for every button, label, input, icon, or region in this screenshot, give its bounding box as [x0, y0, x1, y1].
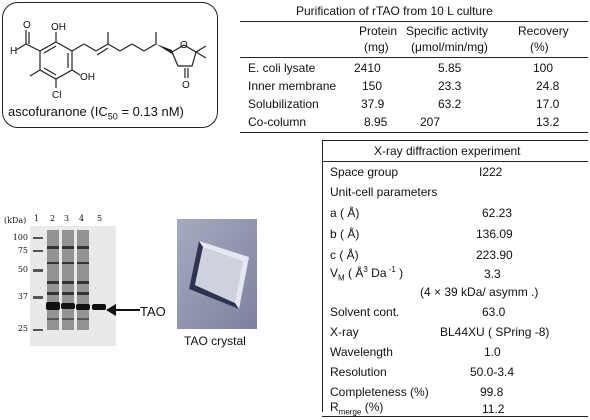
- xray-label: Solvent cont.: [330, 305, 400, 319]
- xray-value: I222: [479, 165, 503, 179]
- atom-o-aldehyde: O: [23, 20, 31, 31]
- row-label: Co-column: [248, 115, 307, 129]
- tao-arrow-icon: [106, 304, 140, 316]
- xray-value: 50.0-3.4: [470, 365, 515, 379]
- xray-value: 99.8: [480, 385, 504, 399]
- xray-value: 223.90: [476, 248, 513, 262]
- kda-marker: 100: [12, 233, 28, 242]
- xray-label: Resolution: [330, 365, 387, 379]
- structure-panel: [2, 2, 218, 128]
- atom-oh-bottom: OH: [80, 72, 95, 83]
- row-recovery: 24.8: [536, 79, 560, 93]
- xray-value: 11.2: [482, 402, 505, 416]
- row-protein: 150: [362, 79, 383, 93]
- header-protein-unit: (mg): [364, 40, 389, 54]
- lane-label: 4: [79, 214, 85, 223]
- xray-label: c ( Å): [330, 248, 359, 262]
- header-protein: Protein: [359, 24, 398, 38]
- kda-marker: 37: [17, 292, 28, 301]
- xray-label: Completeness (%): [330, 385, 429, 399]
- xray-label-rmerge: Rmerge (%): [330, 400, 384, 417]
- row-protein: 37.9: [361, 97, 385, 111]
- row-recovery: 13.2: [536, 115, 560, 129]
- purification-title: Purification of rTAO from 10 L culture: [296, 4, 493, 18]
- row-label: Inner membrane: [248, 79, 337, 93]
- xray-value: 1.0: [484, 345, 501, 359]
- header-activity: Specific activity: [406, 24, 489, 38]
- row-recovery: 17.0: [536, 97, 560, 111]
- tao-crystal-photo: [177, 219, 257, 329]
- xray-value: 136.09: [476, 227, 513, 241]
- xray-label: b ( Å): [330, 227, 360, 241]
- lane-label: 2: [50, 214, 56, 223]
- row-protein: 2410: [354, 61, 381, 75]
- xray-label: a ( Å): [330, 206, 360, 220]
- lane-label: 1: [34, 214, 40, 223]
- structure-caption: ascofuranone (IC50 = 0.13 nM): [8, 104, 184, 122]
- xray-title: X-ray diffraction experiment: [374, 144, 521, 158]
- atom-o-ketone: O: [182, 80, 190, 91]
- xray-value: 62.23: [482, 206, 513, 220]
- row-recovery: 100: [533, 61, 554, 75]
- xray-label: Wavelength: [330, 345, 393, 359]
- xray-value: 63.0: [482, 305, 506, 319]
- row-label: Solubilization: [248, 97, 319, 111]
- tao-band-label: TAO: [140, 304, 166, 319]
- atom-cl: Cl: [52, 90, 61, 101]
- header-recovery-unit: (%): [530, 40, 549, 54]
- xray-value: (4 × 39 kDa/ asymm .): [420, 285, 539, 299]
- lane-label: 3: [64, 214, 70, 223]
- row-activity: 63.2: [438, 97, 462, 111]
- xray-label: Unit-cell parameters: [330, 185, 438, 199]
- row-activity: 207: [420, 115, 441, 129]
- atom-h: H: [10, 46, 17, 57]
- benzene-ring: [39, 41, 73, 80]
- ascofuranone-structure: H O OH OH Cl O O: [10, 20, 207, 101]
- header-activity-unit: (μmol/min/mg): [411, 40, 488, 54]
- row-activity: 23.3: [438, 79, 462, 93]
- kda-marker: 25: [17, 324, 28, 333]
- crystal-caption: TAO crystal: [184, 334, 246, 348]
- kda-marker: 50: [17, 265, 28, 274]
- row-label: E. coli lysate: [248, 61, 316, 75]
- xray-value: BL44XU ( SPring -8): [440, 325, 550, 339]
- atom-oh-top: OH: [51, 22, 66, 33]
- xray-label-vm: VM ( Å3 Da -1 ): [330, 265, 404, 283]
- kda-marker: 75: [17, 246, 28, 255]
- sds-page-gel: [30, 226, 116, 346]
- xray-value: 3.3: [484, 267, 501, 281]
- xray-label: Space group: [330, 165, 399, 179]
- xray-label: X-ray: [330, 325, 359, 339]
- header-recovery: Recovery: [518, 24, 569, 38]
- kda-title: (kDa): [4, 216, 27, 225]
- row-protein: 8.95: [364, 115, 388, 129]
- atom-o-ring: O: [180, 40, 188, 51]
- lane-label: 5: [97, 214, 103, 223]
- row-activity: 5.85: [438, 61, 462, 75]
